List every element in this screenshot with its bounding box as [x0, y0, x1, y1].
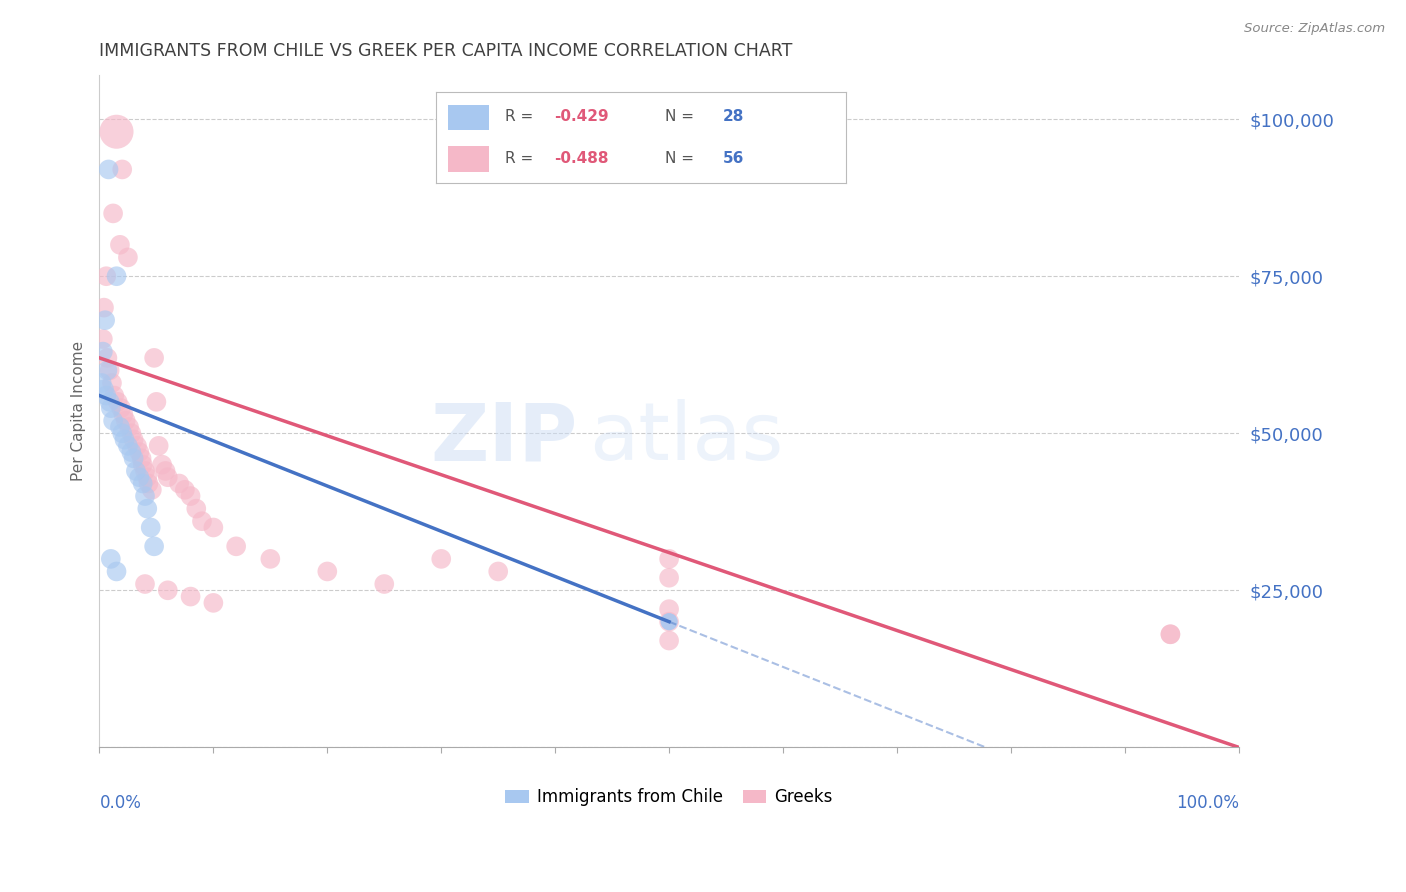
- Point: [118, 420, 141, 434]
- Point: [658, 552, 681, 566]
- Point: [101, 414, 124, 428]
- Y-axis label: Per Capita Income: Per Capita Income: [72, 342, 86, 482]
- Point: [105, 125, 128, 139]
- Point: [112, 408, 135, 422]
- Point: [191, 514, 214, 528]
- Point: [486, 565, 509, 579]
- Point: [139, 520, 162, 534]
- Text: ZIP: ZIP: [430, 399, 578, 477]
- Point: [96, 388, 118, 402]
- Point: [114, 433, 136, 447]
- Point: [658, 602, 681, 616]
- Point: [1159, 627, 1181, 641]
- Point: [658, 571, 681, 585]
- Point: [105, 565, 128, 579]
- Point: [148, 439, 170, 453]
- Point: [117, 251, 139, 265]
- Point: [120, 445, 142, 459]
- Point: [114, 414, 136, 428]
- Point: [134, 464, 156, 478]
- Point: [173, 483, 195, 497]
- Point: [658, 615, 681, 629]
- Point: [103, 388, 125, 402]
- Point: [202, 520, 225, 534]
- Text: atlas: atlas: [589, 399, 783, 477]
- Point: [143, 351, 166, 365]
- Point: [167, 476, 190, 491]
- Point: [96, 363, 118, 377]
- Point: [143, 539, 166, 553]
- Point: [658, 615, 681, 629]
- Point: [150, 458, 173, 472]
- Point: [117, 439, 139, 453]
- Point: [373, 577, 395, 591]
- Point: [156, 583, 179, 598]
- Point: [156, 470, 179, 484]
- Point: [101, 206, 124, 220]
- Point: [105, 269, 128, 284]
- Point: [186, 501, 208, 516]
- Text: IMMIGRANTS FROM CHILE VS GREEK PER CAPITA INCOME CORRELATION CHART: IMMIGRANTS FROM CHILE VS GREEK PER CAPIT…: [100, 42, 793, 60]
- Point: [658, 633, 681, 648]
- Text: 100.0%: 100.0%: [1175, 795, 1239, 813]
- Point: [93, 301, 115, 315]
- Point: [180, 590, 202, 604]
- Point: [98, 363, 121, 377]
- Point: [97, 162, 120, 177]
- Point: [98, 395, 121, 409]
- Point: [134, 577, 156, 591]
- Point: [101, 376, 124, 390]
- Point: [128, 470, 150, 484]
- Point: [658, 615, 681, 629]
- Point: [202, 596, 225, 610]
- Point: [91, 344, 114, 359]
- Point: [110, 401, 132, 416]
- Point: [259, 552, 281, 566]
- Point: [93, 382, 115, 396]
- Legend: Immigrants from Chile, Greeks: Immigrants from Chile, Greeks: [499, 781, 839, 813]
- Point: [155, 464, 177, 478]
- Point: [128, 445, 150, 459]
- Point: [94, 313, 117, 327]
- Point: [122, 451, 145, 466]
- Point: [111, 162, 134, 177]
- Point: [132, 458, 155, 472]
- Text: 0.0%: 0.0%: [100, 795, 142, 813]
- Point: [131, 451, 153, 466]
- Point: [136, 501, 159, 516]
- Point: [96, 269, 118, 284]
- Point: [111, 426, 134, 441]
- Point: [100, 552, 122, 566]
- Point: [100, 401, 122, 416]
- Point: [134, 489, 156, 503]
- Point: [132, 476, 155, 491]
- Point: [225, 539, 247, 553]
- Point: [430, 552, 453, 566]
- Point: [125, 464, 148, 478]
- Point: [96, 351, 118, 365]
- Point: [145, 395, 167, 409]
- Point: [108, 237, 131, 252]
- Point: [108, 420, 131, 434]
- Point: [120, 426, 142, 441]
- Point: [107, 395, 129, 409]
- Point: [90, 376, 112, 390]
- Point: [1159, 627, 1181, 641]
- Point: [91, 332, 114, 346]
- Point: [180, 489, 202, 503]
- Point: [136, 470, 159, 484]
- Point: [316, 565, 339, 579]
- Point: [138, 476, 160, 491]
- Point: [125, 439, 148, 453]
- Point: [122, 433, 145, 447]
- Text: Source: ZipAtlas.com: Source: ZipAtlas.com: [1244, 22, 1385, 36]
- Point: [141, 483, 163, 497]
